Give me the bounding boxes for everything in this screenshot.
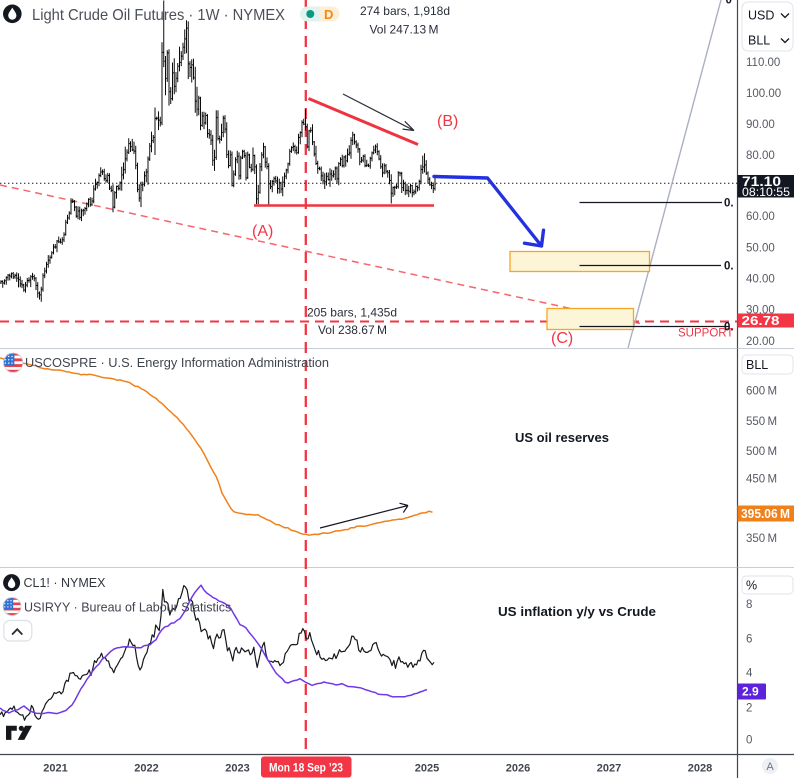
svg-text:US oil reserves: US oil reserves [515, 430, 609, 445]
svg-text:2023: 2023 [225, 763, 249, 775]
svg-text:D: D [324, 7, 333, 22]
svg-text:274 bars, 1,918d: 274 bars, 1,918d [360, 4, 450, 18]
svg-text:4: 4 [746, 668, 753, 680]
svg-text:350 M: 350 M [746, 533, 777, 545]
svg-text:395.06 M: 395.06 M [741, 507, 790, 521]
svg-text:8: 8 [746, 599, 752, 611]
svg-text:2021: 2021 [43, 763, 67, 775]
svg-text:USD: USD [748, 9, 774, 23]
svg-text:Vol 247.13 M: Vol 247.13 M [369, 23, 438, 37]
svg-text:40.00: 40.00 [746, 274, 775, 286]
svg-text:0.: 0. [724, 261, 734, 273]
svg-text:550 M: 550 M [746, 416, 777, 428]
svg-text:2026: 2026 [506, 763, 530, 775]
svg-text:BLL: BLL [748, 34, 770, 48]
svg-text:2.9: 2.9 [742, 685, 759, 699]
svg-text:26.78: 26.78 [742, 313, 780, 328]
svg-text:CL1! · NYMEX: CL1! · NYMEX [24, 576, 107, 590]
svg-text:0: 0 [726, 0, 732, 7]
svg-text:0.: 0. [724, 322, 734, 334]
svg-text:(C): (C) [551, 330, 573, 347]
svg-text:(B): (B) [437, 113, 458, 130]
svg-text:USCOSPRE · U.S. Energy Informa: USCOSPRE · U.S. Energy Information Admin… [25, 355, 329, 370]
svg-text:6: 6 [746, 634, 752, 646]
svg-text:60.00: 60.00 [746, 211, 775, 223]
svg-text:110.00: 110.00 [746, 57, 780, 69]
svg-text:0.: 0. [724, 198, 734, 210]
svg-text:2028: 2028 [688, 763, 712, 775]
svg-text:2027: 2027 [597, 763, 621, 775]
svg-text:2022: 2022 [134, 763, 158, 775]
svg-text:71.10: 71.10 [742, 174, 781, 189]
svg-text:600 M: 600 M [746, 386, 777, 398]
svg-text:50.00: 50.00 [746, 243, 775, 255]
svg-text:90.00: 90.00 [746, 119, 775, 131]
svg-text:100.00: 100.00 [746, 88, 781, 100]
svg-text:Mon 18 Sep ’23: Mon 18 Sep ’23 [269, 763, 343, 775]
svg-text:USIRYY · Bureau of Labour Stat: USIRYY · Bureau of Labour Statistics [24, 601, 231, 615]
svg-text:SUPPORT: SUPPORT [678, 328, 733, 340]
svg-text:2: 2 [746, 703, 752, 715]
svg-text:500 M: 500 M [746, 446, 777, 458]
svg-text:Light Crude Oil Futures · 1W ·: Light Crude Oil Futures · 1W · NYMEX [32, 7, 285, 24]
svg-text:(A): (A) [252, 223, 273, 240]
svg-text:US inflation y/y vs Crude: US inflation y/y vs Crude [498, 604, 656, 619]
svg-text:20.00: 20.00 [746, 336, 775, 348]
svg-text:205 bars, 1,435d: 205 bars, 1,435d [307, 306, 397, 320]
svg-text:450 M: 450 M [746, 474, 777, 486]
svg-text:%: % [746, 579, 757, 593]
svg-text:0: 0 [746, 735, 752, 747]
svg-text:Vol 238.67 M: Vol 238.67 M [318, 323, 387, 337]
svg-text:08:10:55: 08:10:55 [742, 185, 790, 199]
svg-text:BLL: BLL [746, 358, 768, 372]
svg-text:A: A [766, 761, 774, 773]
svg-text:80.00: 80.00 [746, 150, 775, 162]
svg-text:2025: 2025 [415, 763, 439, 775]
